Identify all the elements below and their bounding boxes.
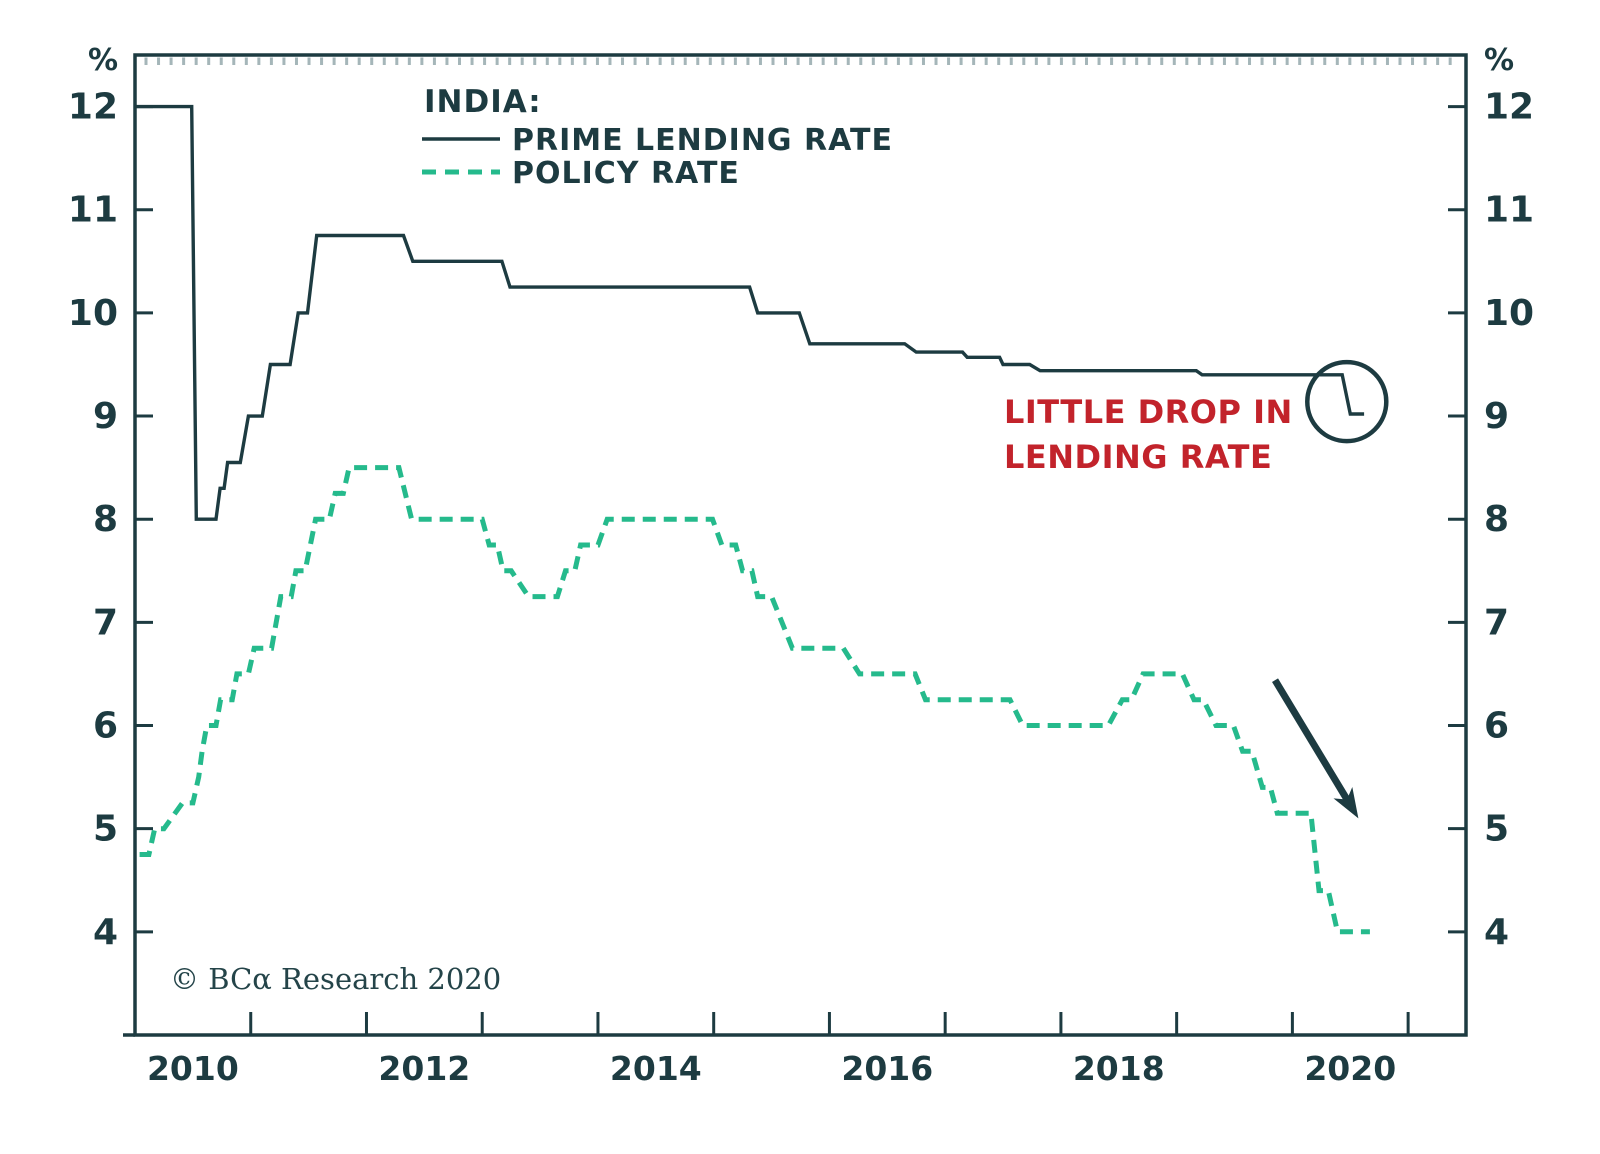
y-tick-label-left: 11: [68, 190, 118, 231]
y-tick-label-right: 12: [1484, 87, 1534, 128]
y-axis-unit-right: %: [1484, 43, 1514, 78]
legend-title: INDIA:: [424, 84, 542, 120]
x-tick-label: 2020: [1304, 1049, 1396, 1088]
prime-lending-rate-line: [135, 104, 1365, 521]
y-tick-label-right: 10: [1484, 293, 1534, 334]
highlight-circle: [1305, 359, 1389, 444]
x-tick-label: 2016: [841, 1049, 933, 1088]
y-tick-label-left: 10: [68, 293, 118, 334]
y-tick-label-right: 9: [1484, 396, 1509, 437]
callout-annotation: LITTLE DROP IN LENDING RATE: [1004, 393, 1293, 476]
axes: [123, 53, 1468, 1037]
y-tick-label-left: 12: [68, 87, 118, 128]
axis-labels: 4 4 5 5 6 6 7 7 8 8 9 9 10 10 11 11 12 12 2010 2012 2014 2016…: [68, 87, 1534, 1088]
legend: INDIA: PRIME LENDING RATE POLICY RATE: [422, 84, 893, 191]
x-tick-label: 2014: [610, 1049, 702, 1088]
y-tick-label-right: 8: [1484, 499, 1509, 540]
y-tick-label-left: 8: [93, 499, 118, 540]
plot-frame: [133, 53, 1468, 1037]
y-tick-label-left: 9: [93, 396, 118, 437]
y-axis-unit-left: %: [88, 43, 118, 78]
copyright-note: © BCα Research 2020: [170, 962, 501, 996]
y-tick-label-right: 6: [1484, 706, 1509, 747]
top-minor-ticks: [144, 57, 1452, 65]
down-arrow-shaft: [1272, 678, 1352, 804]
y-tick-label-left: 4: [93, 912, 118, 953]
series-lines: [135, 104, 1370, 935]
y-tick-label-left: 5: [93, 809, 118, 850]
x-tick-label: 2018: [1073, 1049, 1165, 1088]
x-tick-label: 2010: [147, 1049, 239, 1088]
y-tick-label-left: 7: [93, 602, 118, 643]
y-tick-label-right: 5: [1484, 809, 1509, 850]
y-tick-label-left: 6: [93, 706, 118, 747]
x-tick-label: 2012: [378, 1049, 470, 1088]
y-tick-label-right: 4: [1484, 912, 1509, 953]
down-arrow-head: [1333, 787, 1359, 819]
callout-line-2: LENDING RATE: [1004, 438, 1272, 476]
callout-line-1: LITTLE DROP IN: [1004, 393, 1293, 431]
y-tick-label-right: 7: [1484, 602, 1509, 643]
annotations: [1272, 359, 1389, 819]
y-tick-label-right: 11: [1484, 190, 1534, 231]
policy-rate-line: [139, 465, 1370, 935]
legend-label-policy-rate: POLICY RATE: [512, 156, 740, 191]
legend-label-prime-lending-rate: PRIME LENDING RATE: [512, 123, 893, 158]
